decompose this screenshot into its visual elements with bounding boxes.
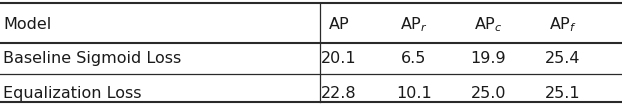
Text: 25.1: 25.1 <box>545 86 581 101</box>
Text: AP$_c$: AP$_c$ <box>474 16 503 34</box>
Text: AP: AP <box>328 17 350 32</box>
Text: AP$_r$: AP$_r$ <box>400 16 427 34</box>
Text: 19.9: 19.9 <box>470 51 506 66</box>
Text: 10.1: 10.1 <box>396 86 432 101</box>
Text: 22.8: 22.8 <box>321 86 357 101</box>
Text: 25.0: 25.0 <box>470 86 506 101</box>
Text: Baseline Sigmoid Loss: Baseline Sigmoid Loss <box>3 51 182 66</box>
Text: Equalization Loss: Equalization Loss <box>3 86 142 101</box>
Text: 25.4: 25.4 <box>545 51 581 66</box>
Text: AP$_f$: AP$_f$ <box>549 16 577 34</box>
Text: Model: Model <box>3 17 52 32</box>
Text: 20.1: 20.1 <box>321 51 357 66</box>
Text: 6.5: 6.5 <box>401 51 426 66</box>
